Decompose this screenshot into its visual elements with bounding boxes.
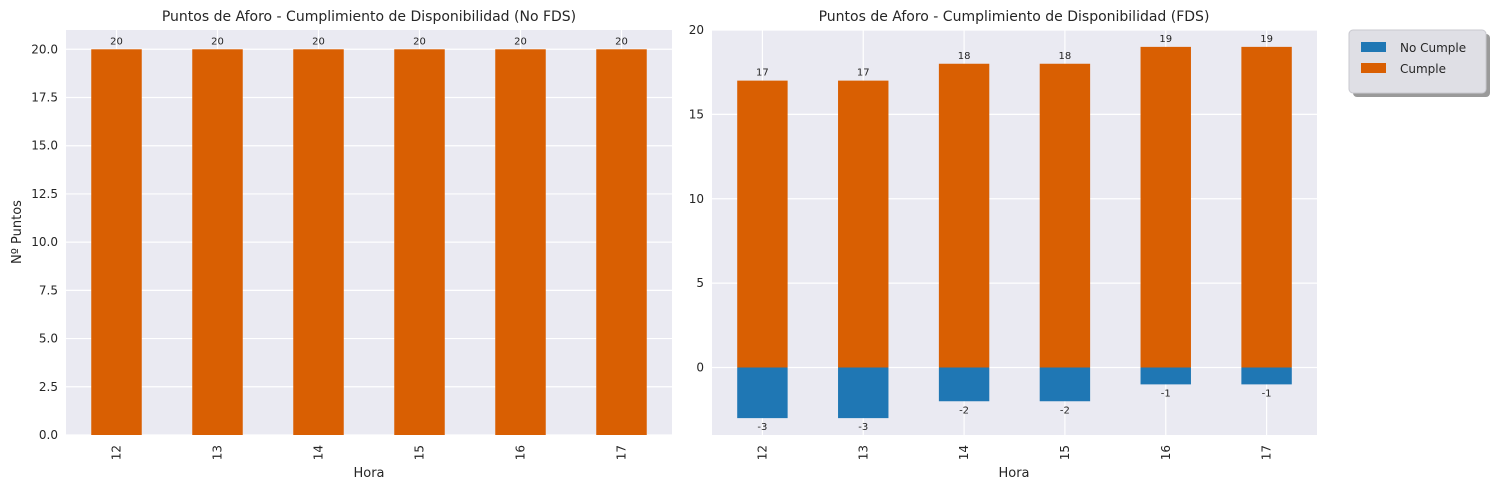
y-tick-label: 2.5 xyxy=(39,380,58,394)
bars-left xyxy=(91,49,647,436)
x-tick-label: 15 xyxy=(1058,445,1072,460)
bar-cumple xyxy=(394,49,445,436)
x-axis-label-right: Hora xyxy=(998,466,1029,481)
y-tick-label: 7.5 xyxy=(39,283,58,297)
data-label: 20 xyxy=(110,36,123,47)
y-tick-label: 10 xyxy=(689,192,704,206)
y-tick-label: 5.0 xyxy=(39,332,58,346)
bar-no-cumple xyxy=(838,367,889,419)
legend-label-cumple: Cumple xyxy=(1400,62,1446,76)
data-label: 18 xyxy=(958,51,971,62)
x-tick-label: 17 xyxy=(615,445,629,460)
bar-cumple xyxy=(293,49,344,436)
chart-title-left: Puntos de Aforo - Cumplimiento de Dispon… xyxy=(162,9,576,25)
x-tick-label: 14 xyxy=(957,445,971,460)
x-tick-label: 16 xyxy=(514,445,528,460)
bar-cumple xyxy=(1039,63,1091,368)
y-tick-label: 15 xyxy=(689,107,704,121)
chart-title-right: Puntos de Aforo - Cumplimiento de Dispon… xyxy=(819,9,1210,25)
bar-cumple xyxy=(596,49,647,436)
y-tick-label: 0 xyxy=(696,361,704,375)
x-ticks-right: 12 13 14 15 16 17 xyxy=(755,445,1273,460)
data-labels-right: -3 -3 -2 -2 -1 -1 17 17 18 18 19 19 xyxy=(756,34,1273,433)
bar-cumple xyxy=(838,80,889,368)
y-tick-label: 0.0 xyxy=(39,428,58,442)
data-label: 17 xyxy=(857,68,870,79)
data-label: 20 xyxy=(514,36,527,47)
y-tick-label: 20 xyxy=(689,23,704,37)
data-label: 20 xyxy=(211,36,224,47)
data-label: 17 xyxy=(756,68,769,79)
y-tick-label: 5 xyxy=(696,276,704,290)
data-label: 19 xyxy=(1159,34,1172,45)
plot-area-right xyxy=(712,30,1317,435)
y-tick-label: 17.5 xyxy=(31,91,58,105)
chart-right: -3 -3 -2 -2 -1 -1 17 17 18 18 19 19 0 5 10 15 20 12 13 14… xyxy=(689,9,1317,481)
legend-swatch-cumple xyxy=(1361,63,1386,73)
x-tick-label: 15 xyxy=(413,445,427,460)
bar-cumple xyxy=(495,49,546,436)
chart-left: 20 20 20 20 20 20 0.0 2.5 5.0 7.5 10.0 12.5 15.0 17.… xyxy=(10,9,672,481)
bar-cumple xyxy=(938,63,990,368)
bar-cumple xyxy=(1140,46,1191,368)
bar-cumple xyxy=(192,49,243,436)
data-label: 20 xyxy=(312,36,325,47)
plot-area-left xyxy=(66,30,672,435)
bar-no-cumple xyxy=(1241,367,1292,385)
x-ticks-left: 12 13 14 15 16 17 xyxy=(110,445,629,460)
data-label: 20 xyxy=(615,36,628,47)
x-tick-label: 16 xyxy=(1159,445,1173,460)
legend: No Cumple Cumple xyxy=(1348,29,1490,97)
bar-no-cumple xyxy=(1039,367,1091,402)
data-label: -2 xyxy=(1060,405,1070,416)
x-tick-label: 12 xyxy=(110,445,124,460)
data-label: -2 xyxy=(959,405,969,416)
bar-no-cumple xyxy=(938,367,990,402)
y-tick-label: 12.5 xyxy=(31,187,58,201)
data-label: 18 xyxy=(1059,51,1072,62)
x-tick-label: 12 xyxy=(755,445,769,460)
x-tick-label: 13 xyxy=(211,445,225,460)
x-tick-label: 17 xyxy=(1260,445,1274,460)
y-axis-label-left: Nº Puntos xyxy=(10,200,25,264)
data-label: -3 xyxy=(757,422,767,433)
data-label: -3 xyxy=(858,422,868,433)
x-tick-label: 14 xyxy=(312,445,326,460)
bar-no-cumple xyxy=(737,367,788,419)
data-label: -1 xyxy=(1262,388,1272,399)
y-tick-label: 20.0 xyxy=(31,42,58,56)
y-tick-label: 15.0 xyxy=(31,139,58,153)
legend-swatch-no-cumple xyxy=(1361,42,1386,52)
bar-no-cumple xyxy=(1140,367,1191,385)
data-label: 19 xyxy=(1260,34,1273,45)
data-label: 20 xyxy=(413,36,426,47)
data-labels-left: 20 20 20 20 20 20 xyxy=(110,36,628,47)
legend-label-no-cumple: No Cumple xyxy=(1400,41,1466,55)
y-ticks-right: 0 5 10 15 20 xyxy=(689,23,704,375)
bar-cumple xyxy=(737,80,788,368)
bar-cumple xyxy=(1241,46,1292,368)
y-tick-label: 10.0 xyxy=(31,235,58,249)
bars-right xyxy=(737,46,1292,419)
y-ticks-left: 0.0 2.5 5.0 7.5 10.0 12.5 15.0 17.5 20.0 xyxy=(31,42,58,442)
x-axis-label-left: Hora xyxy=(353,466,384,481)
bar-cumple xyxy=(91,49,142,436)
x-tick-label: 13 xyxy=(856,445,870,460)
data-label: -1 xyxy=(1161,388,1171,399)
